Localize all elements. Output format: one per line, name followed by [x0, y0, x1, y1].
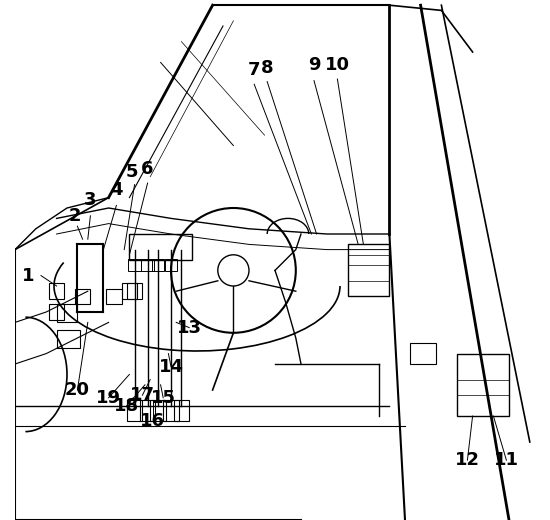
Text: 4: 4	[110, 181, 123, 199]
Bar	[127, 400, 142, 421]
Text: 12: 12	[455, 451, 480, 469]
Bar	[49, 304, 64, 320]
Text: 2: 2	[69, 207, 81, 225]
Bar	[174, 400, 189, 421]
Bar	[129, 234, 192, 260]
Bar	[152, 259, 164, 271]
Bar	[106, 289, 122, 304]
Text: 9: 9	[308, 56, 320, 74]
Bar	[163, 400, 179, 421]
Bar	[128, 259, 141, 271]
Text: 3: 3	[84, 191, 97, 209]
Bar	[410, 343, 436, 364]
Text: 7: 7	[248, 61, 261, 79]
Text: 15: 15	[151, 389, 175, 407]
Bar	[141, 259, 154, 271]
Bar	[122, 283, 137, 299]
Bar	[348, 244, 389, 296]
Text: 1: 1	[22, 267, 34, 284]
Bar	[49, 283, 64, 299]
Text: 6: 6	[141, 160, 154, 178]
Text: 17: 17	[130, 386, 155, 404]
Text: 20: 20	[65, 381, 90, 399]
Bar	[150, 400, 166, 421]
Bar	[127, 283, 142, 299]
Bar	[140, 400, 156, 421]
Text: 18: 18	[114, 397, 139, 414]
Text: 10: 10	[325, 56, 350, 74]
Bar	[75, 289, 90, 304]
Text: 8: 8	[261, 59, 273, 76]
Bar	[57, 304, 78, 322]
Text: 14: 14	[158, 358, 184, 375]
Text: 13: 13	[177, 319, 202, 336]
Text: 11: 11	[494, 451, 519, 469]
Text: 5: 5	[126, 163, 138, 180]
Bar	[457, 354, 509, 416]
Text: 16: 16	[140, 412, 166, 430]
Bar	[57, 330, 80, 348]
Bar	[165, 259, 177, 271]
Text: 19: 19	[96, 389, 121, 407]
